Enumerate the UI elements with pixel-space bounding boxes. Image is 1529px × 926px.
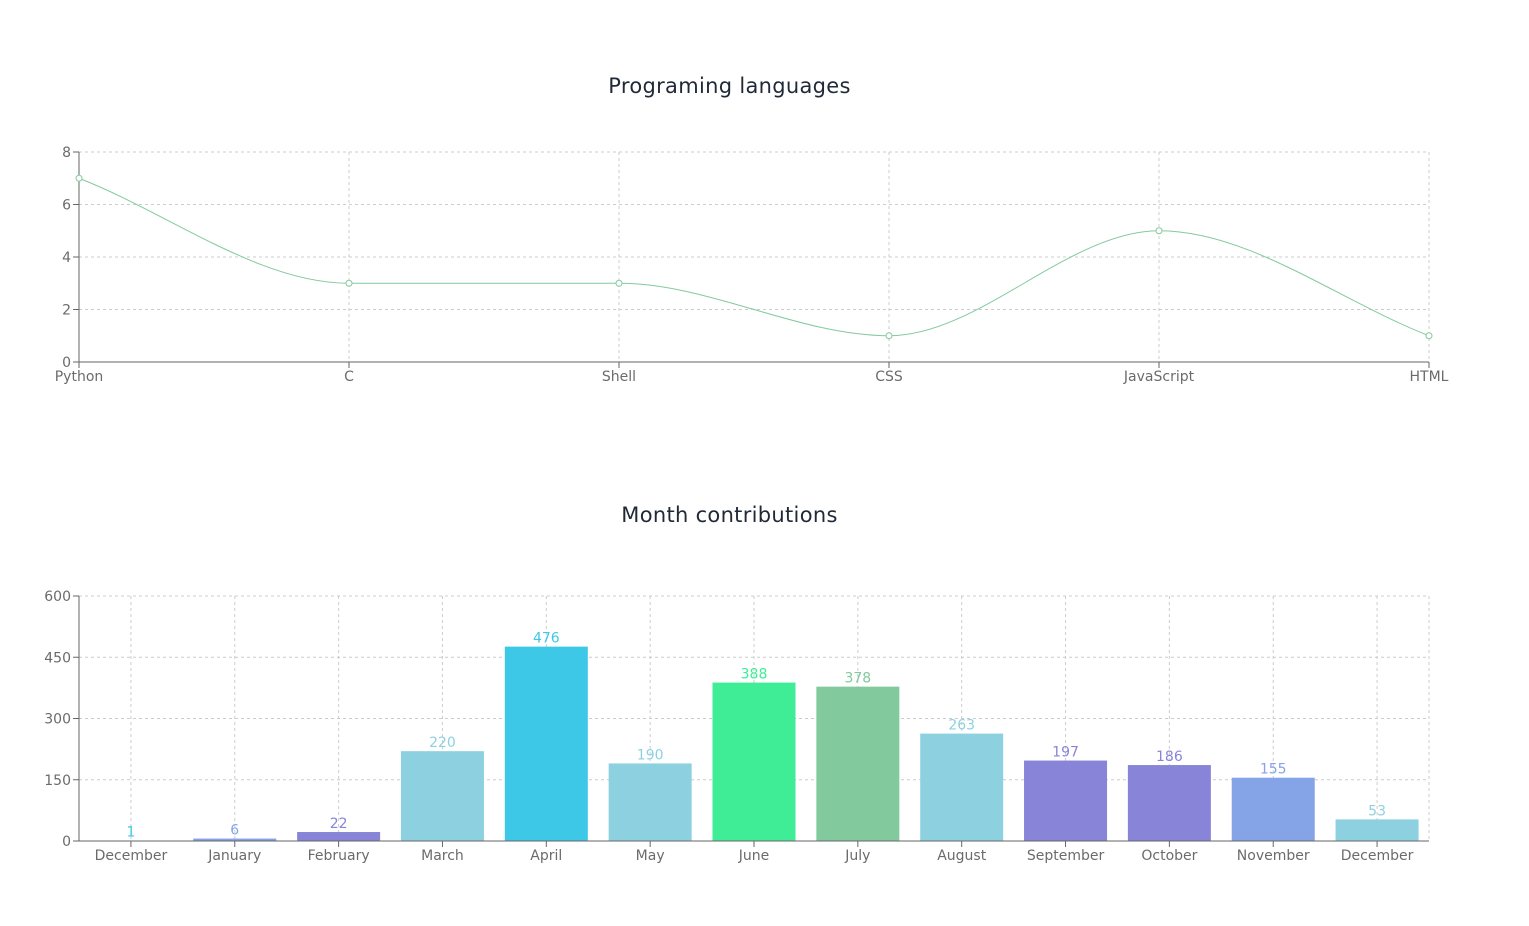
bar-chart-plot: 0 150 300 450 600 December January February Marc…: [44, 589, 1430, 864]
x-tick-label: March: [421, 848, 464, 864]
data-point: [1425, 332, 1433, 340]
bar-value-label: 1: [126, 825, 135, 841]
bar: [1335, 819, 1419, 841]
bar: [712, 682, 796, 841]
data-point: [1155, 227, 1163, 235]
x-tick-label: May: [636, 848, 665, 864]
x-tick-label: June: [738, 848, 770, 864]
bar-value-label: 388: [741, 667, 768, 683]
bar-chart-title: Month contributions: [621, 503, 838, 527]
bar: [1231, 777, 1315, 841]
x-tick-label: Shell: [602, 369, 636, 385]
x-tick-label: August: [937, 848, 987, 864]
bar: [920, 733, 1004, 841]
x-tick-label: December: [95, 848, 168, 864]
x-tick-label: February: [308, 848, 370, 864]
y-tick-label: 300: [44, 712, 71, 728]
x-tick-label: July: [844, 848, 870, 864]
bar-value-label: 22: [330, 816, 348, 832]
bar-value-label: 476: [533, 631, 560, 647]
bar-value-label: 53: [1368, 803, 1386, 819]
bar: [193, 838, 277, 841]
line-chart-title: Programing languages: [608, 74, 851, 98]
bar: [1024, 760, 1108, 841]
y-tick-label: 2: [62, 303, 71, 319]
bar-value-label: 220: [429, 735, 456, 751]
x-tick-label: October: [1141, 848, 1197, 864]
series-line: [78, 177, 1430, 337]
bar: [504, 646, 588, 841]
y-tick-label: 0: [62, 834, 71, 850]
bar: [400, 751, 484, 841]
y-tick-label: 4: [62, 250, 71, 266]
y-tick-label: 8: [62, 145, 71, 161]
x-tick-label: CSS: [875, 369, 903, 385]
bar: [1127, 765, 1211, 841]
x-tick-label: Python: [55, 369, 104, 385]
x-tick-label: November: [1237, 848, 1310, 864]
data-point: [345, 279, 353, 287]
bar-value-label: 378: [844, 671, 871, 687]
x-tick-label: December: [1341, 848, 1414, 864]
bar: [608, 763, 692, 841]
bar-value-label: 6: [230, 823, 239, 839]
bar-value-label: 190: [637, 747, 664, 763]
bar-value-label: 263: [948, 718, 975, 734]
x-tick-label: C: [344, 369, 354, 385]
y-tick-label: 6: [62, 198, 71, 214]
line-chart-plot: 0 2 4 6 8 Python C Shell CSS JavaScript HTML: [55, 145, 1449, 385]
data-point: [75, 174, 83, 182]
x-tick-label: HTML: [1410, 369, 1449, 385]
bar-value-label: 186: [1156, 749, 1183, 765]
y-tick-label: 600: [44, 589, 71, 605]
x-tick-label: JavaScript: [1123, 369, 1195, 385]
x-tick-label: April: [530, 848, 562, 864]
bar-value-label: 197: [1052, 745, 1079, 761]
y-tick-label: 0: [62, 355, 71, 371]
bar: [816, 686, 900, 841]
y-tick-label: 150: [44, 773, 71, 789]
bar-value-label: 155: [1260, 762, 1287, 778]
x-tick-label: September: [1027, 848, 1105, 864]
y-tick-label: 450: [44, 650, 71, 666]
data-point: [885, 332, 893, 340]
data-point: [615, 279, 623, 287]
x-tick-label: January: [207, 848, 261, 864]
bar: [297, 832, 381, 841]
